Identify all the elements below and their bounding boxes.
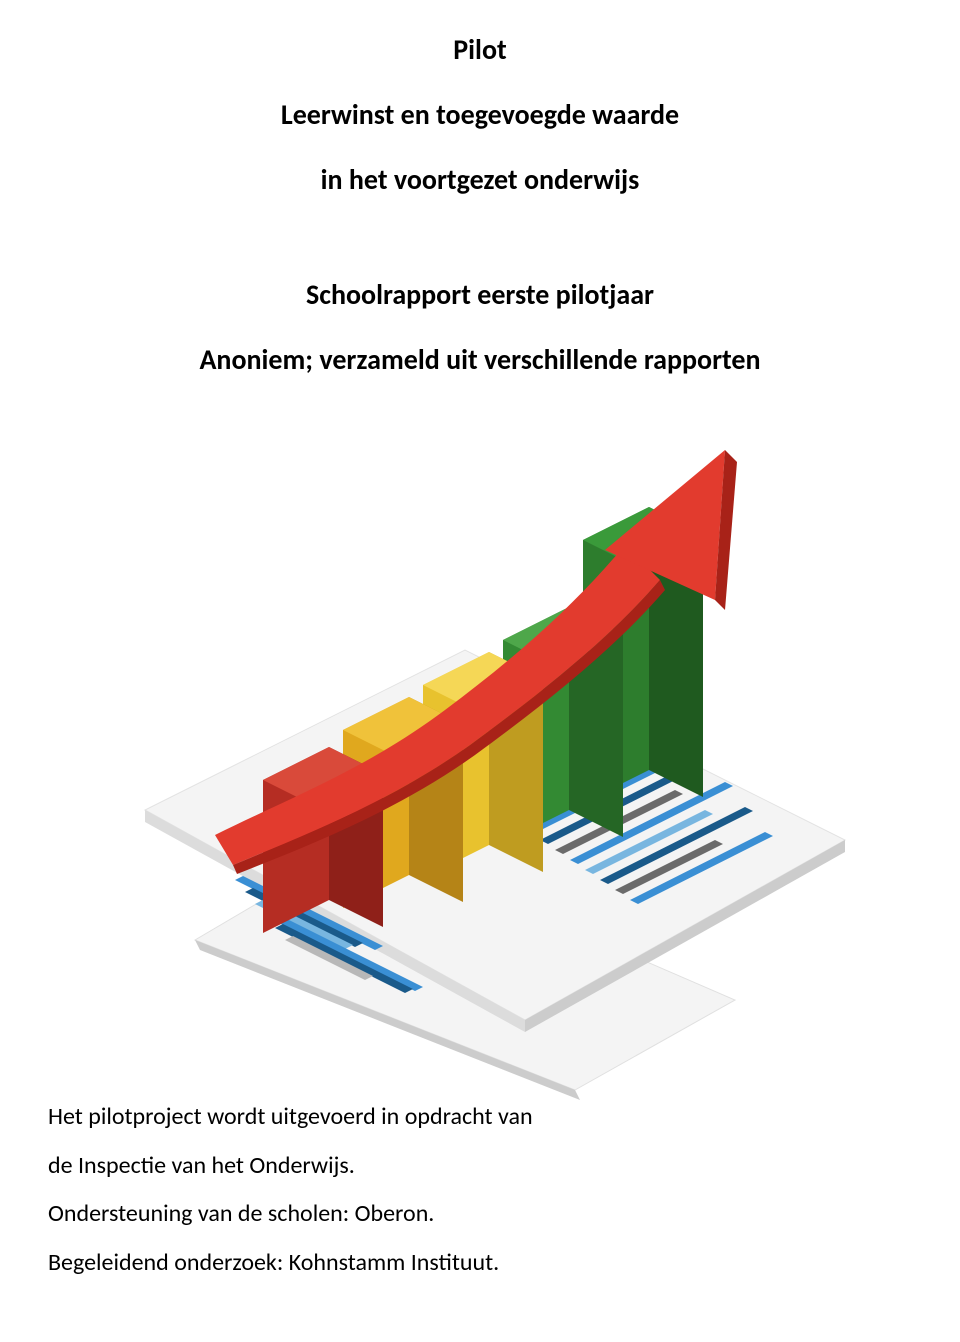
chart-svg	[105, 440, 865, 1120]
anon-note: Anoniem; verzameld uit verschillende rap…	[0, 342, 960, 377]
report-title: Schoolrapport eerste pilotjaar	[0, 277, 960, 312]
footer-line-4: Begeleidend onderzoek: Kohnstamm Institu…	[48, 1244, 533, 1282]
document-context: in het voortgezet onderwijs	[0, 162, 960, 197]
footer-line-2: de Inspectie van het Onderwijs.	[48, 1147, 533, 1185]
chart-illustration	[105, 440, 865, 1120]
document-title: Pilot	[0, 32, 960, 67]
footer-line-3: Ondersteuning van de scholen: Oberon.	[48, 1195, 533, 1233]
footer-block: Het pilotproject wordt uitgevoerd in opd…	[48, 1098, 533, 1292]
header-block: Pilot Leerwinst en toegevoegde waarde in…	[0, 0, 960, 377]
document-subtitle: Leerwinst en toegevoegde waarde	[0, 97, 960, 132]
footer-line-1: Het pilotproject wordt uitgevoerd in opd…	[48, 1098, 533, 1136]
